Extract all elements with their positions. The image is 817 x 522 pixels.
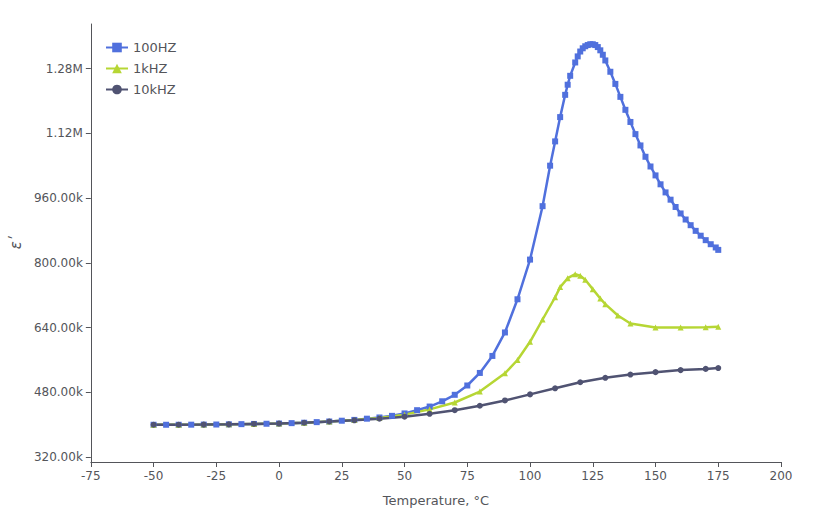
svg-text:150: 150 (644, 469, 667, 483)
svg-text:75: 75 (460, 469, 475, 483)
svg-text:800.00k: 800.00k (34, 256, 83, 270)
svg-text:Temperature, °C: Temperature, °C (382, 493, 489, 508)
svg-text:0: 0 (275, 469, 283, 483)
svg-text:1.12M: 1.12M (46, 126, 83, 140)
svg-text:200: 200 (770, 469, 793, 483)
svg-text:640.00k: 640.00k (34, 321, 83, 335)
svg-text:100HZ: 100HZ (133, 40, 177, 55)
svg-text:25: 25 (334, 469, 349, 483)
svg-text:125: 125 (581, 469, 604, 483)
svg-text:10kHZ: 10kHZ (133, 82, 176, 97)
svg-text:50: 50 (397, 469, 412, 483)
svg-text:480.00k: 480.00k (34, 385, 83, 399)
svg-text:εʹ: εʹ (7, 235, 25, 249)
svg-text:-75: -75 (81, 469, 101, 483)
svg-text:1kHZ: 1kHZ (133, 61, 168, 76)
svg-text:960.00k: 960.00k (34, 191, 83, 205)
svg-text:320.00k: 320.00k (34, 450, 83, 464)
svg-text:100: 100 (519, 469, 542, 483)
svg-text:-25: -25 (207, 469, 227, 483)
svg-text:175: 175 (707, 469, 730, 483)
svg-text:-50: -50 (144, 469, 164, 483)
svg-text:1.28M: 1.28M (46, 62, 83, 76)
